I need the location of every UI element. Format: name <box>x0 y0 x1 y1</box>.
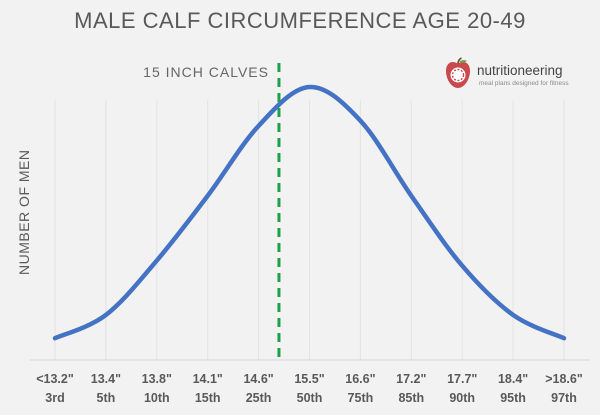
tick-label-percentile: 90th <box>449 391 475 405</box>
brand-name: nutritioneering <box>477 63 563 78</box>
tick-label-value: 17.7" <box>447 372 477 386</box>
tick-label-value: 13.8" <box>142 372 172 386</box>
tick-label-percentile: 75th <box>348 391 374 405</box>
tick-label-value: 17.2" <box>396 372 426 386</box>
tick-label-percentile: 3rd <box>45 391 64 405</box>
tick-label-value: 15.5" <box>294 372 324 386</box>
tick-label-percentile: 85th <box>398 391 424 405</box>
tick-label-value: <13.2" <box>36 372 74 386</box>
tick-label-percentile: 97th <box>551 391 577 405</box>
tick-label-percentile: 15th <box>195 391 221 405</box>
brand-tagline: meal plans designed for fitness <box>479 80 569 87</box>
tick-label-value: 14.1" <box>193 372 223 386</box>
tick-label-percentile: 50th <box>297 391 323 405</box>
apple-icon <box>446 57 470 88</box>
brand-logo: nutritioneering meal plans designed for … <box>443 57 593 93</box>
tick-label-value: 13.4" <box>91 372 121 386</box>
tick-label-value: >18.6" <box>545 372 583 386</box>
tick-label-percentile: 5th <box>97 391 116 405</box>
tick-label-value: 14.6" <box>243 372 273 386</box>
tick-label-value: 18.4" <box>498 372 528 386</box>
tick-label-percentile: 95th <box>500 391 526 405</box>
tick-label-percentile: 25th <box>246 391 272 405</box>
chart-title: MALE CALF CIRCUMFERENCE AGE 20-49 <box>74 8 526 33</box>
distribution-curve <box>52 84 567 341</box>
tick-label-percentile: 10th <box>144 391 170 405</box>
tick-label-value: 16.6" <box>345 372 375 386</box>
annotation-label: 15 INCH CALVES <box>143 64 269 80</box>
